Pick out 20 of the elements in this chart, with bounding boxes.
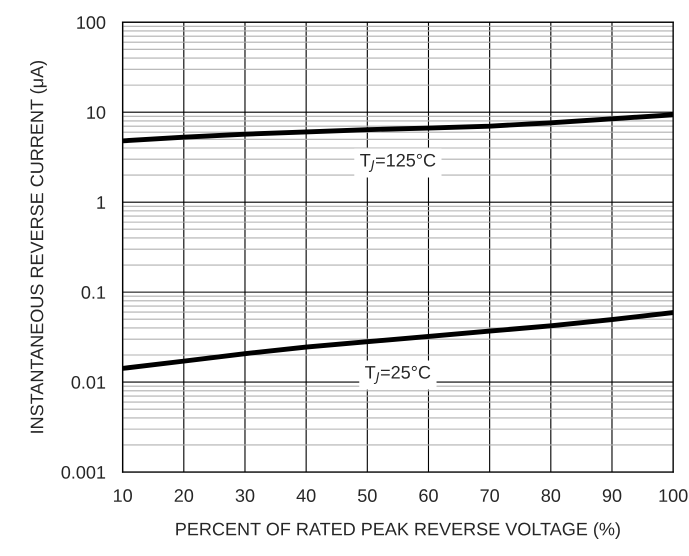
y-axis-title: INSTANTANEOUS REVERSE CURRENT (μA) <box>30 60 47 433</box>
x-tick-label: 30 <box>236 489 254 502</box>
x-tick-label: 10 <box>114 489 132 502</box>
x-tick-label: 80 <box>542 489 560 502</box>
x-axis-title: PERCENT OF RATED PEAK REVERSE VOLTAGE (%) <box>176 522 620 540</box>
series-label: T$_{J}$=125°C <box>360 154 436 172</box>
y-tick-label: 0.001 <box>62 466 106 479</box>
y-tick-label: 0.1 <box>82 286 106 299</box>
y-tick-label: 1 <box>97 196 106 209</box>
y-tick-label: 100 <box>77 16 106 29</box>
x-tick-label: 60 <box>419 489 438 502</box>
series-label: T$_{J}$=25°C <box>365 366 430 384</box>
x-tick-label: 20 <box>174 489 194 502</box>
x-tick-label: 50 <box>358 489 377 502</box>
y-tick-label: 10 <box>87 106 106 119</box>
x-tick-label: 100 <box>659 489 688 502</box>
x-tick-label: 90 <box>602 489 622 502</box>
x-tick-label: 40 <box>296 489 316 502</box>
y-tick-label: 0.01 <box>72 376 106 389</box>
x-tick-label: 70 <box>480 489 499 502</box>
